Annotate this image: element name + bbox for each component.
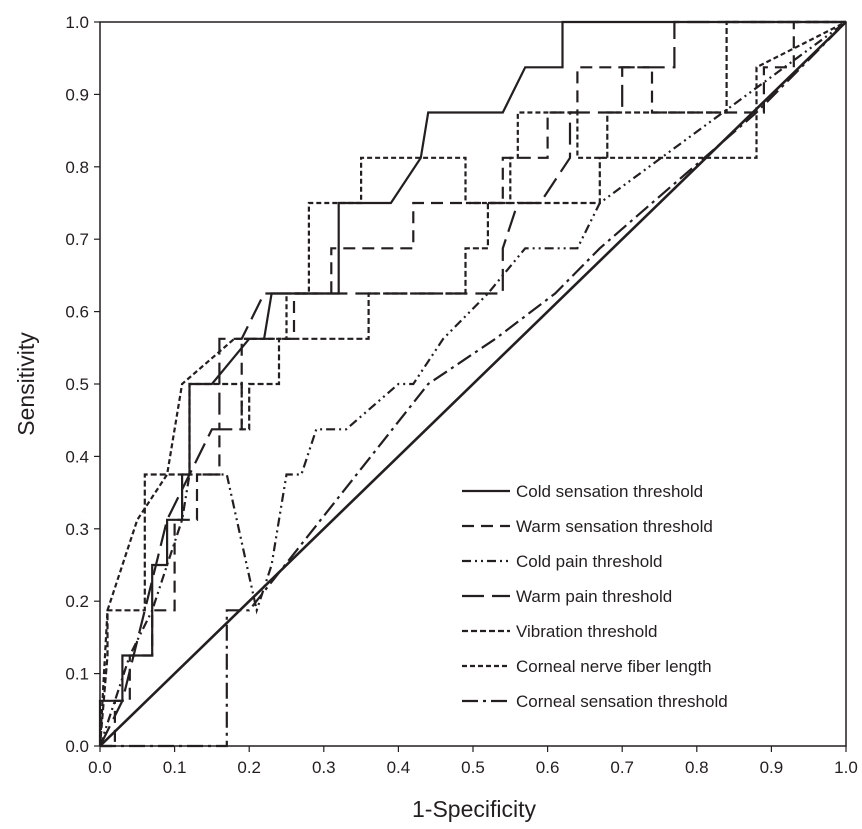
legend-label: Warm sensation threshold (516, 517, 713, 536)
y-tick-label: 0.9 (65, 85, 89, 104)
x-axis-title: 1-Specificity (412, 796, 536, 822)
y-tick-label: 0.0 (65, 737, 89, 756)
x-tick-label: 1.0 (834, 758, 858, 777)
x-axis-ticks: 0.0 0.1 0.2 0.3 0.4 0.5 0.6 0.7 0.8 0.9 1.0 (88, 746, 858, 777)
series-line-4 (99, 20, 846, 747)
series-lines (98, 20, 847, 748)
y-tick-label: 0.5 (65, 375, 89, 394)
y-tick-label: 0.6 (65, 303, 89, 322)
legend: Cold sensation threshold Warm sensation t… (462, 482, 728, 711)
reference-line (99, 21, 847, 747)
y-tick-label: 0.2 (65, 592, 89, 611)
reference-diagonal (99, 21, 847, 747)
y-tick-label: 0.8 (65, 158, 89, 177)
legend-label: Corneal nerve fiber length (516, 657, 712, 676)
series-line-3 (98, 21, 847, 747)
series-line-5 (98, 20, 846, 747)
x-tick-label: 0.5 (461, 758, 485, 777)
series-line-7 (100, 21, 847, 748)
x-tick-label: 0.9 (760, 758, 784, 777)
legend-label: Warm pain threshold (516, 587, 672, 606)
x-tick-label: 0.3 (312, 758, 336, 777)
y-axis-title: Sensitivity (13, 332, 39, 436)
y-tick-label: 0.3 (65, 520, 89, 539)
legend-label: Cold sensation threshold (516, 482, 703, 501)
y-tick-label: 0.1 (65, 665, 89, 684)
x-tick-label: 0.7 (610, 758, 634, 777)
y-tick-label: 0.4 (65, 447, 89, 466)
legend-label: Corneal sensation threshold (516, 692, 728, 711)
y-tick-label: 0.7 (65, 230, 89, 249)
x-tick-label: 0.6 (536, 758, 560, 777)
x-tick-label: 0.4 (387, 758, 411, 777)
x-tick-label: 0.2 (237, 758, 261, 777)
x-tick-label: 0.1 (163, 758, 187, 777)
legend-label: Vibration threshold (516, 622, 657, 641)
legend-label: Cold pain threshold (516, 552, 662, 571)
x-tick-label: 0.8 (685, 758, 709, 777)
y-axis-ticks: 0.0 0.1 0.2 0.3 0.4 0.5 0.6 0.7 0.8 0.9 1.0 (65, 13, 100, 756)
y-tick-label: 1.0 (65, 13, 89, 32)
x-tick-label: 0.0 (88, 758, 112, 777)
series-line-6 (98, 21, 847, 747)
